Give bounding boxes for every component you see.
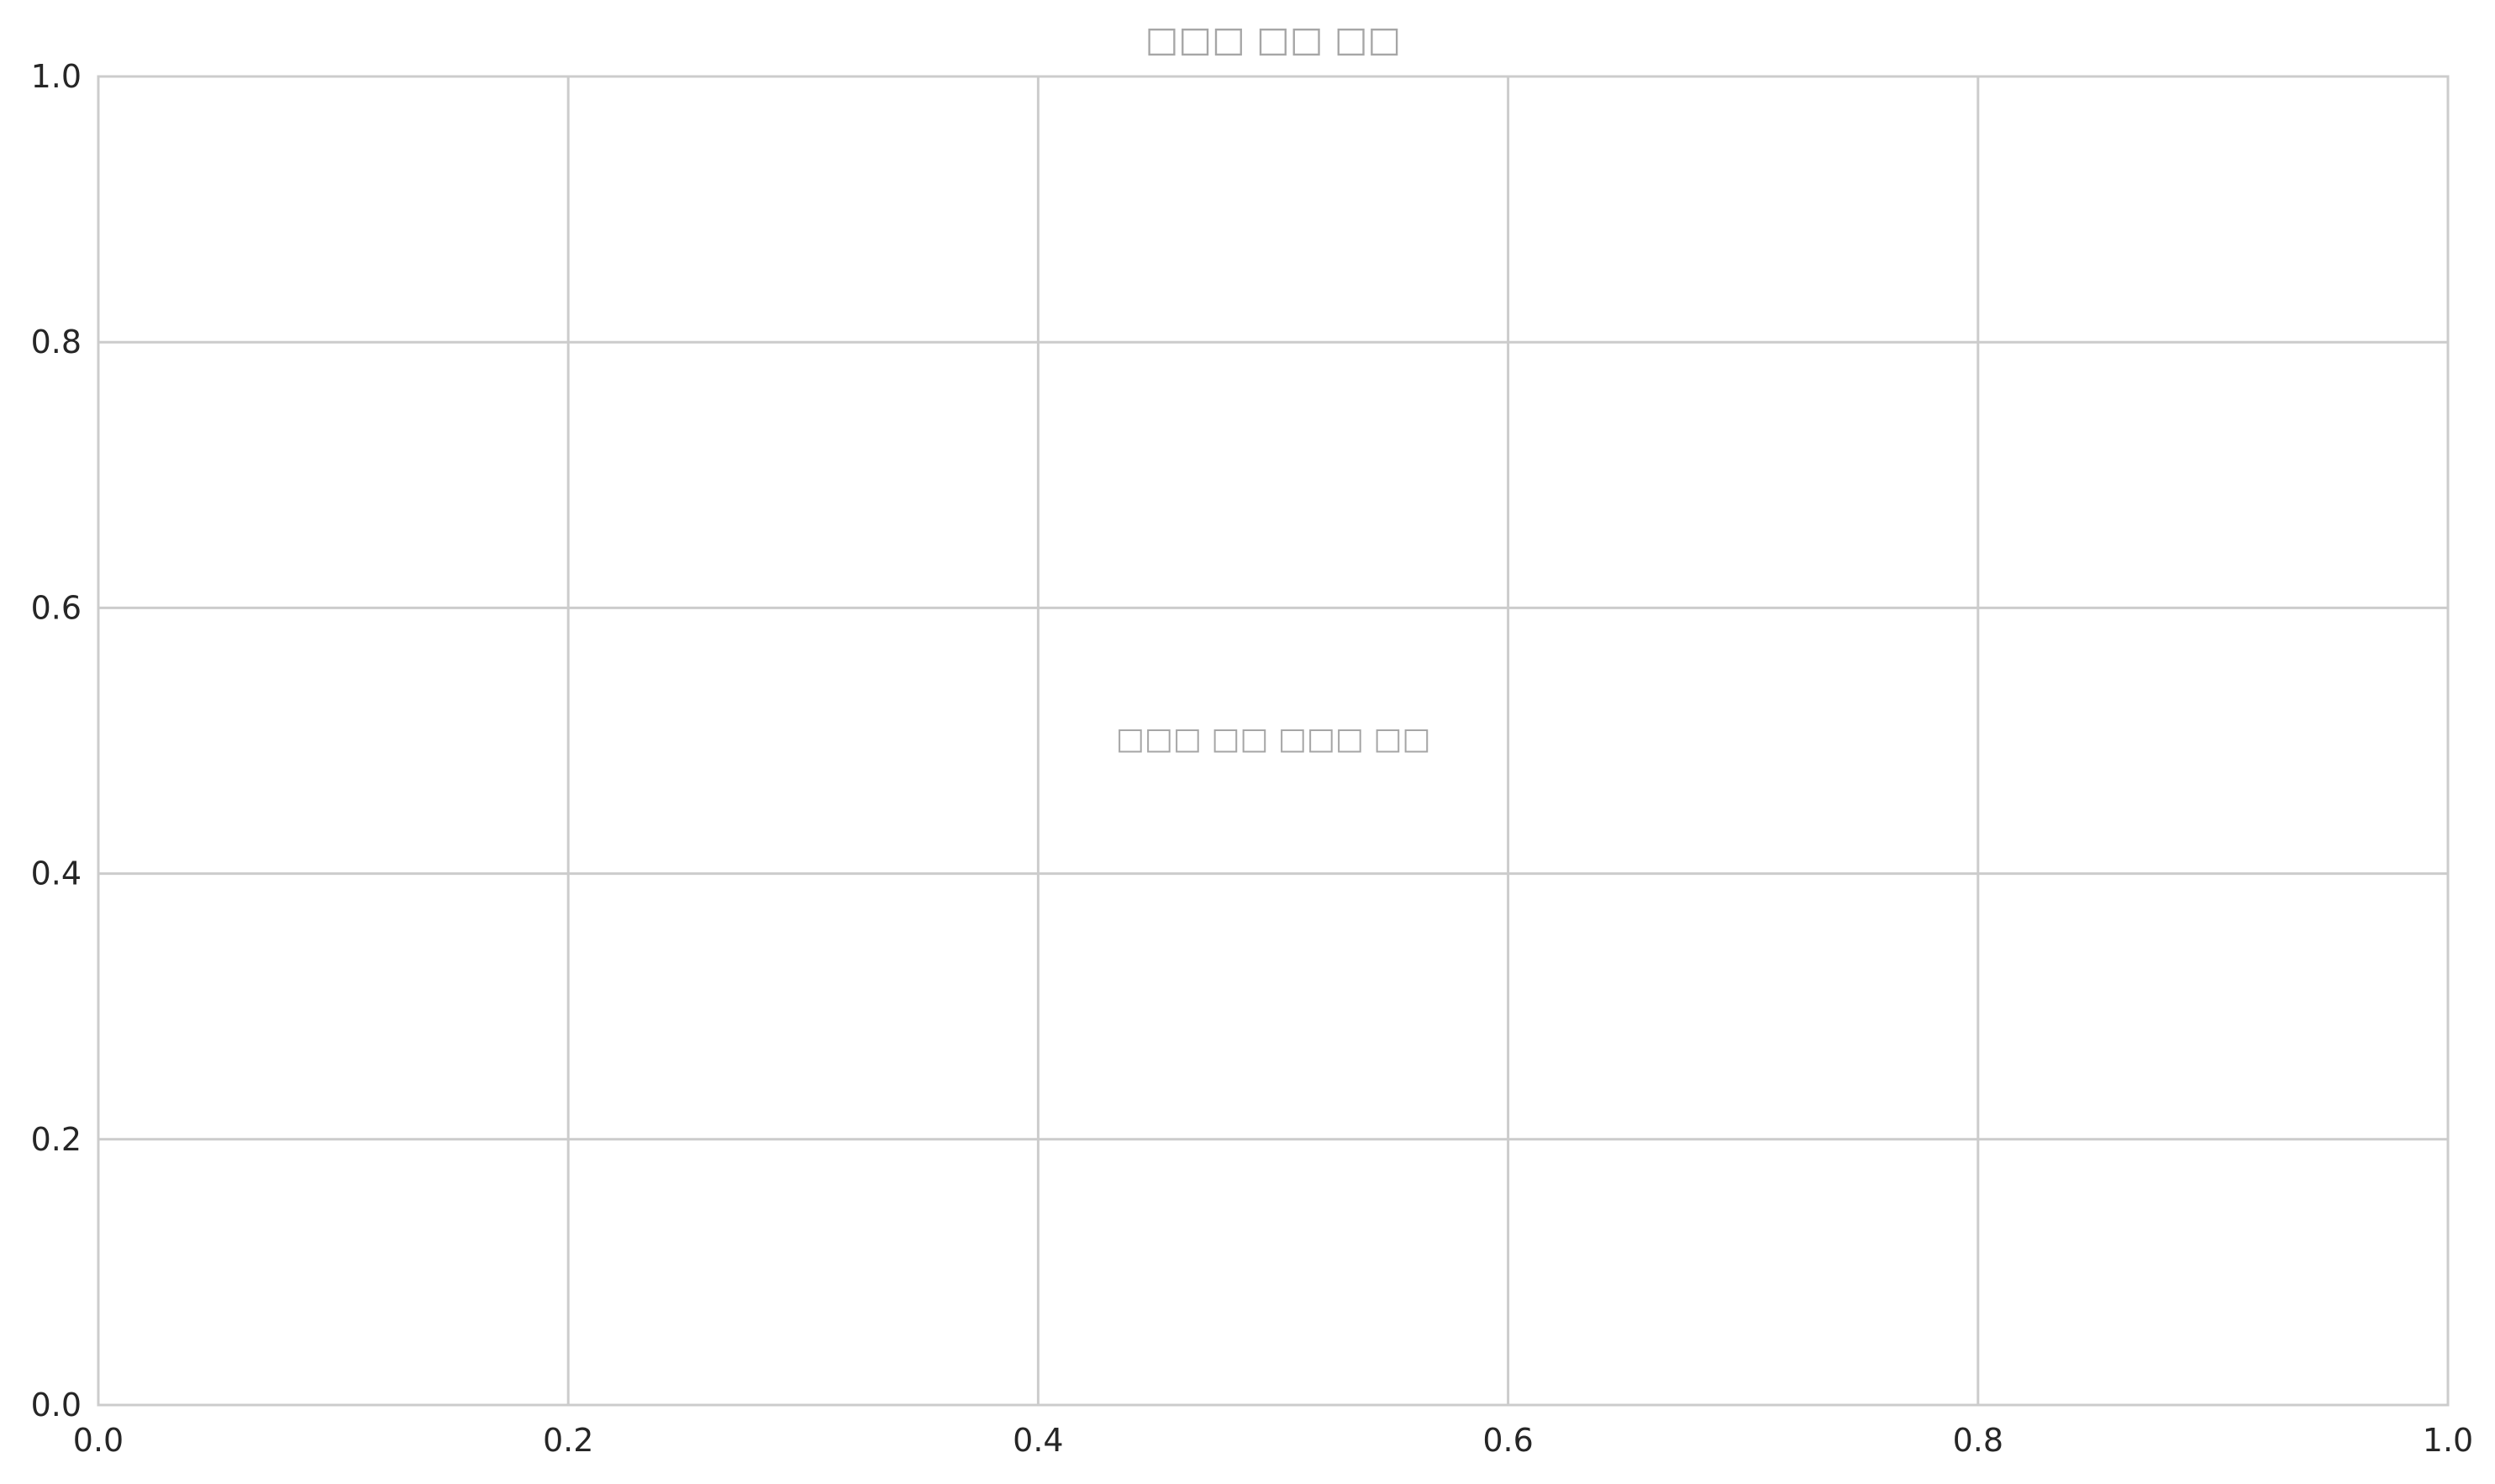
y-tick-label: 0.8	[31, 324, 82, 360]
plot-frame	[97, 75, 2450, 1407]
x-tick-label: 0.6	[1482, 1422, 1533, 1459]
plot-background	[98, 76, 2448, 1405]
y-tick-label: 0.6	[31, 589, 82, 626]
x-tick-label: 1.0	[2423, 1422, 2473, 1459]
chart-title: □□□ □□ □□	[1145, 18, 1401, 60]
x-tick-label: 0.4	[1013, 1422, 1063, 1459]
x-tick-label: 0.0	[73, 1422, 124, 1459]
x-tick-label: 0.2	[543, 1422, 593, 1459]
x-tick-label: 0.8	[1953, 1422, 2003, 1459]
chart-placeholder-text: □□□ □□ □□□ □□	[1116, 722, 1430, 756]
tick-labels: 0.0 0.2 0.4 0.6 0.8 1.0 0.0 0.2 0.4 0.6 0.8 1.0	[31, 58, 2474, 1459]
y-tick-label: 0.0	[31, 1387, 82, 1423]
y-tick-label: 0.2	[31, 1121, 82, 1158]
y-tick-label: 0.4	[31, 855, 82, 892]
y-tick-label: 1.0	[31, 58, 82, 95]
